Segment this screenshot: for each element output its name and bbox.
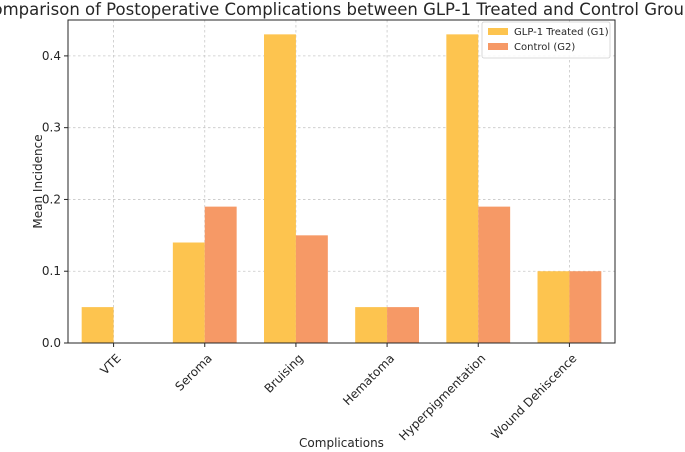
legend-frame	[481, 21, 611, 59]
x-tick-label: Hematoma	[340, 351, 397, 408]
legend-label: Control (G2)	[514, 42, 575, 53]
plot-frame	[67, 19, 616, 344]
x-tick-label: VTE	[97, 351, 123, 377]
x-tick-label: Hyperpigmentation	[396, 351, 488, 443]
legend-label: GLP-1 Treated (G1)	[514, 27, 609, 38]
bar-g1-wound-dehiscence	[537, 271, 570, 343]
bar-g2-hematoma	[387, 307, 419, 343]
bar-g2-seroma	[204, 206, 237, 343]
x-axis-label: Complications	[299, 436, 384, 450]
y-tick-label: 0.3	[42, 121, 61, 135]
bar-g2-wound-dehiscence	[569, 271, 602, 343]
x-tick-label: Bruising	[262, 351, 306, 395]
legend-swatch	[488, 43, 508, 50]
grid-lines	[68, 20, 615, 344]
y-tick-label: 0.4	[42, 49, 61, 63]
bar-g1-vte	[81, 307, 114, 343]
bar-g2-bruising	[295, 235, 328, 343]
bar-g2-hyperpigmentation	[478, 206, 511, 343]
bars	[81, 34, 602, 343]
bar-g1-bruising	[264, 34, 296, 343]
bar-g1-hyperpigmentation	[446, 34, 479, 343]
legend: GLP-1 Treated (G1) Control (G2)	[481, 21, 611, 59]
bar-g1-hematoma	[355, 307, 388, 343]
x-axis-ticks: VTE Seroma Bruising HematomaHyperpigmentati…	[97, 343, 580, 443]
y-axis-label: Mean Incidence	[31, 134, 45, 228]
chart-title: Comparison of Postoperative Complication…	[0, 0, 685, 19]
y-axis-ticks: 0.0 0.1 0.2 0.3 0.4	[42, 49, 68, 350]
x-tick-label: Wound Dehiscence	[489, 351, 580, 442]
legend-swatch	[488, 28, 508, 35]
y-tick-label: 0.0	[42, 336, 61, 350]
y-tick-label: 0.2	[42, 192, 61, 206]
y-tick-label: 0.1	[42, 264, 61, 278]
bar-g1-seroma	[172, 242, 205, 343]
x-tick-label: Seroma	[172, 351, 214, 393]
